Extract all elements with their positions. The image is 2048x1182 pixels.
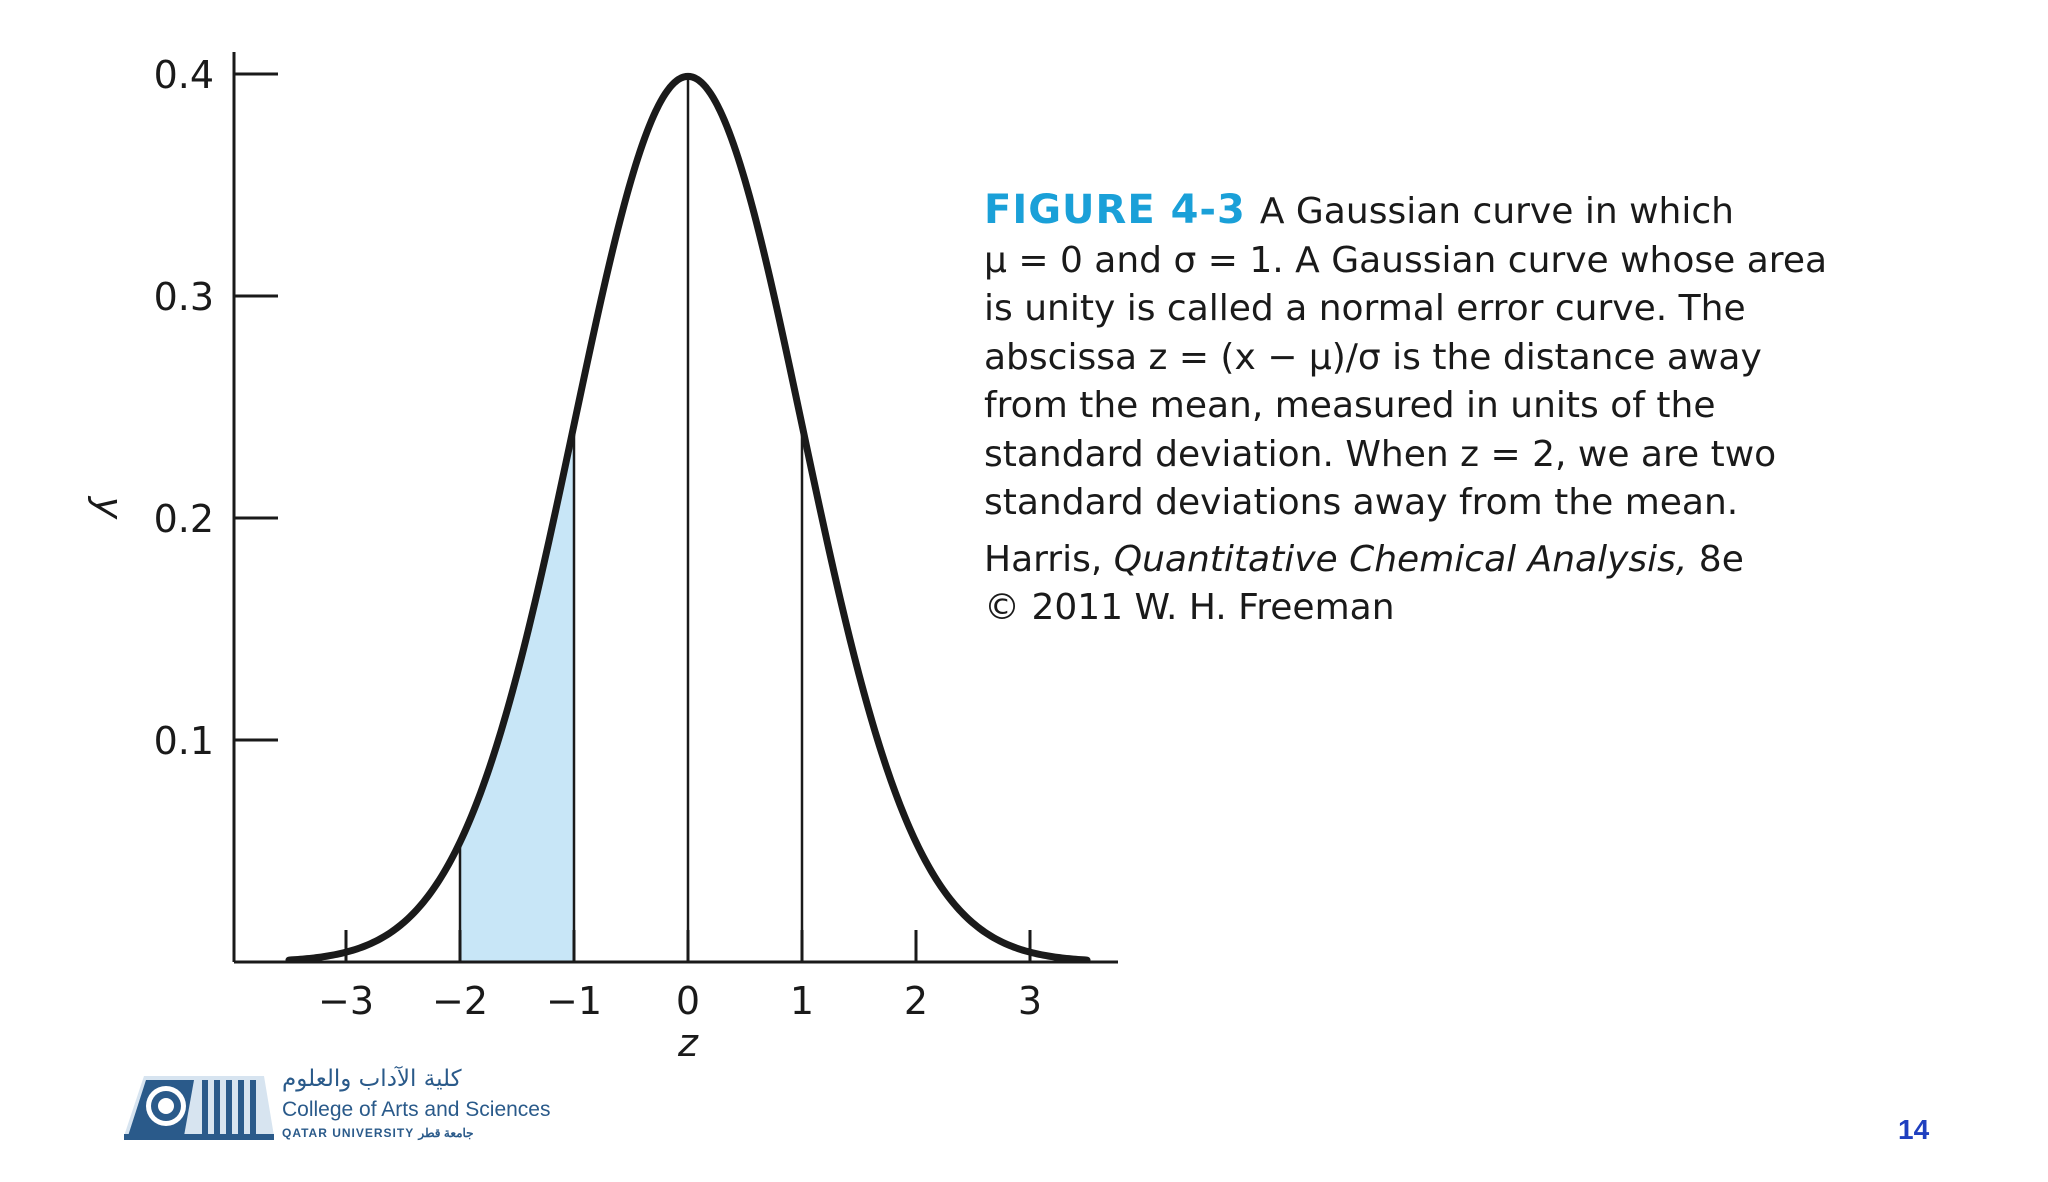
caption-line-5: from the mean, measured in units of the bbox=[984, 385, 1716, 426]
logo-arabic-text: كلية الآداب والعلوم bbox=[282, 1066, 462, 1092]
citation-author: Harris, bbox=[984, 538, 1103, 580]
gaussian-chart: 0.1 0.2 0.3 0.4 −3 −2 −1 0 1 2 3 z y bbox=[87, 52, 1118, 1065]
x-tick-label: −2 bbox=[432, 979, 488, 1023]
caption-line-3: is unity is called a normal error curve.… bbox=[984, 288, 1746, 329]
labels-layer: 0.1 0.2 0.3 0.4 −3 −2 −1 0 1 2 3 z y bbox=[87, 53, 1042, 1065]
figure-label: FIGURE 4-3 bbox=[984, 187, 1246, 233]
y-tick-label: 0.1 bbox=[154, 719, 214, 763]
caption-line-4: abscissa z = (x − μ)/σ is the distance a… bbox=[984, 336, 1762, 378]
logo-university-text: QATAR UNIVERSITY جامعة قطر bbox=[282, 1126, 474, 1140]
college-logo: كلية الآداب والعلوم College of Arts and … bbox=[124, 1066, 604, 1146]
x-tick-label: −1 bbox=[546, 979, 602, 1023]
curve-layer bbox=[285, 72, 1091, 964]
caption-line-1: FIGURE 4-3 A Gaussian curve in which bbox=[984, 186, 1984, 237]
caption-line-6: standard deviation. When z = 2, we are t… bbox=[984, 433, 1777, 475]
x-tick-label: 3 bbox=[1018, 979, 1042, 1023]
caption-text-1: A Gaussian curve in which bbox=[1259, 191, 1734, 232]
x-tick-label: 2 bbox=[904, 979, 928, 1023]
x-tick-label: 0 bbox=[676, 979, 700, 1023]
y-tick-label: 0.2 bbox=[154, 497, 214, 541]
x-axis-label: z bbox=[677, 1021, 699, 1065]
citation-edition: 8e bbox=[1698, 538, 1744, 580]
vertical-lines-layer bbox=[458, 76, 804, 962]
logo-english-text: College of Arts and Sciences bbox=[282, 1098, 551, 1121]
page-number: 14 bbox=[1898, 1114, 1930, 1145]
copyright: © 2011 W. H. Freeman bbox=[984, 587, 1395, 628]
caption-line-2: μ = 0 and σ = 1. A Gaussian curve whose … bbox=[984, 239, 1828, 281]
caption-line-7: standard deviations away from the mean. bbox=[984, 482, 1739, 523]
y-tick-label: 0.4 bbox=[154, 53, 214, 97]
axes-layer bbox=[232, 52, 1118, 964]
y-tick-label: 0.3 bbox=[154, 275, 214, 319]
figure-caption: FIGURE 4-3 A Gaussian curve in which μ = … bbox=[984, 186, 1984, 633]
x-tick-label: 1 bbox=[790, 979, 814, 1023]
x-tick-label: −3 bbox=[318, 979, 374, 1023]
citation-title: Quantitative Chemical Analysis, bbox=[1113, 538, 1688, 580]
college-emblem-icon bbox=[124, 1076, 274, 1140]
citation: Harris, Quantitative Chemical Analysis, … bbox=[984, 536, 1984, 585]
y-axis-label: y bbox=[87, 496, 131, 520]
